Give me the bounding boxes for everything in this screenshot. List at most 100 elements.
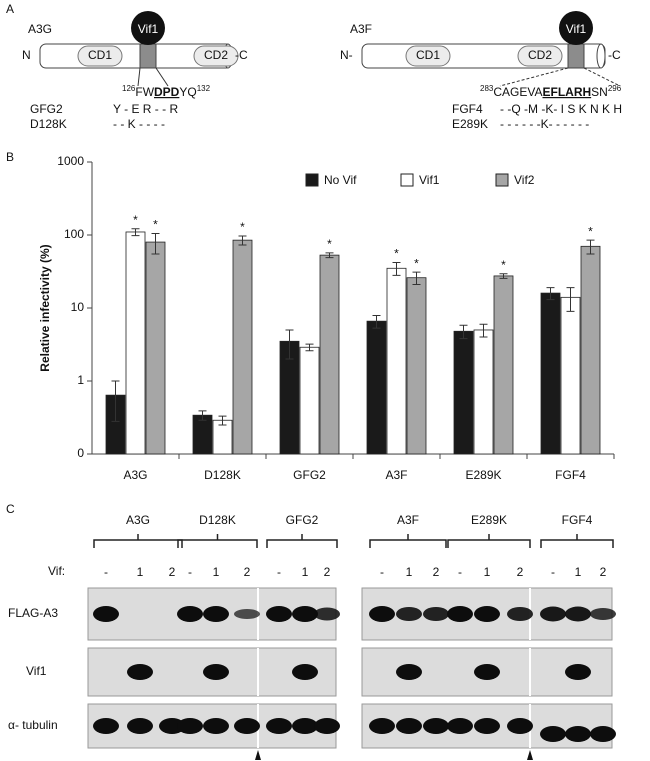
- blot-band: [159, 718, 185, 734]
- blot-band: [565, 664, 591, 680]
- brace: [93, 534, 183, 548]
- error-bar: [499, 273, 508, 279]
- blot-band: [474, 664, 500, 680]
- lane-label: -: [380, 565, 384, 579]
- blot-band: [540, 606, 566, 622]
- blot-band: [507, 718, 533, 734]
- x-tick-label: A3F: [385, 468, 407, 482]
- blot-band: [447, 718, 473, 734]
- blot-band: [565, 606, 591, 622]
- significance: *: [153, 218, 158, 232]
- blot-band: [396, 718, 422, 734]
- bar: [145, 241, 166, 455]
- vif-site: [567, 43, 585, 69]
- sequence-post: YQ: [179, 85, 196, 99]
- group-label: FGF4: [562, 513, 593, 527]
- domain-label: CD2: [204, 48, 228, 62]
- x-tick-label: FGF4: [555, 468, 586, 482]
- error-bar: [325, 252, 334, 259]
- group-label: A3G: [126, 513, 150, 527]
- domain: [517, 45, 563, 67]
- significance: *: [414, 256, 419, 270]
- sequence: 283CAGEVAEFLARHSN296: [480, 84, 622, 99]
- mutant-name: FGF4: [452, 102, 483, 116]
- bar: [473, 329, 494, 455]
- blot-band: [203, 718, 229, 734]
- lane-label: 1: [406, 565, 413, 579]
- error-bar: [479, 323, 488, 338]
- group-label: D128K: [199, 513, 236, 527]
- end-cap: [596, 43, 606, 69]
- brace: [177, 534, 258, 548]
- lane-label: -: [277, 565, 281, 579]
- sequence-post: SN: [591, 85, 608, 99]
- c-terminus: -C: [235, 48, 248, 62]
- error-bar: [566, 287, 575, 312]
- brace: [266, 534, 338, 548]
- legend-swatch: [495, 173, 509, 187]
- vif-site: [139, 43, 157, 69]
- error-bar: [546, 287, 555, 301]
- bar: [366, 320, 387, 455]
- c-terminus: -C: [608, 48, 621, 62]
- blot-band: [292, 718, 318, 734]
- domain-label: CD1: [416, 48, 440, 62]
- bar: [406, 277, 427, 455]
- bar: [299, 346, 320, 455]
- error-bar: [238, 235, 247, 246]
- blot-band: [396, 664, 422, 680]
- error-bar: [392, 262, 401, 276]
- vif-label: Vif1: [566, 22, 587, 36]
- blot-band: [590, 608, 616, 620]
- sequence-end: 296: [608, 84, 622, 93]
- x-tick-label: D128K: [204, 468, 241, 482]
- lane-label: 2: [433, 565, 440, 579]
- y-tick-label: 1000: [57, 154, 84, 168]
- blot-band: [396, 607, 422, 621]
- lane-label: 1: [575, 565, 582, 579]
- blot-band: [234, 718, 260, 734]
- blot-band: [423, 718, 449, 734]
- y-tick-label: 1: [77, 373, 84, 387]
- bar: [386, 267, 407, 455]
- significance: *: [133, 213, 138, 227]
- lane-label: 1: [302, 565, 309, 579]
- blot-band: [93, 718, 119, 734]
- blot-band: [203, 664, 229, 680]
- blot-band: [474, 606, 500, 622]
- connector: [137, 67, 141, 87]
- blot-band: [565, 726, 591, 742]
- significance: *: [240, 220, 245, 234]
- blot-band: [314, 607, 340, 621]
- bar: [125, 231, 146, 455]
- lane-label: 2: [517, 565, 524, 579]
- sequence-end: 132: [197, 84, 211, 93]
- domain: [193, 45, 239, 67]
- legend-label: Vif1: [419, 173, 440, 187]
- lane-label: 1: [213, 565, 220, 579]
- connector: [499, 67, 569, 87]
- blot-band: [423, 607, 449, 621]
- blot-band: [314, 718, 340, 734]
- brace: [540, 534, 614, 548]
- blot-band: [292, 664, 318, 680]
- sequence-start: 126: [122, 84, 136, 93]
- sequence-motif: EFLARH: [542, 85, 591, 99]
- y-tick-label: 10: [71, 300, 85, 314]
- bar: [453, 330, 474, 455]
- error-bar: [459, 324, 468, 340]
- blot-band: [266, 606, 292, 622]
- error-bar: [586, 239, 595, 255]
- connector: [155, 67, 169, 87]
- lane-label: 2: [324, 565, 331, 579]
- domain-label: CD2: [528, 48, 552, 62]
- bar: [580, 245, 601, 455]
- significance: *: [394, 247, 399, 261]
- y-tick-label: 100: [64, 227, 84, 241]
- brace: [447, 534, 531, 548]
- bar: [560, 296, 581, 455]
- splice-marker: [527, 750, 533, 760]
- group-label: GFG2: [286, 513, 319, 527]
- blot-row-label: Vif1: [26, 664, 47, 678]
- blot-band: [203, 606, 229, 622]
